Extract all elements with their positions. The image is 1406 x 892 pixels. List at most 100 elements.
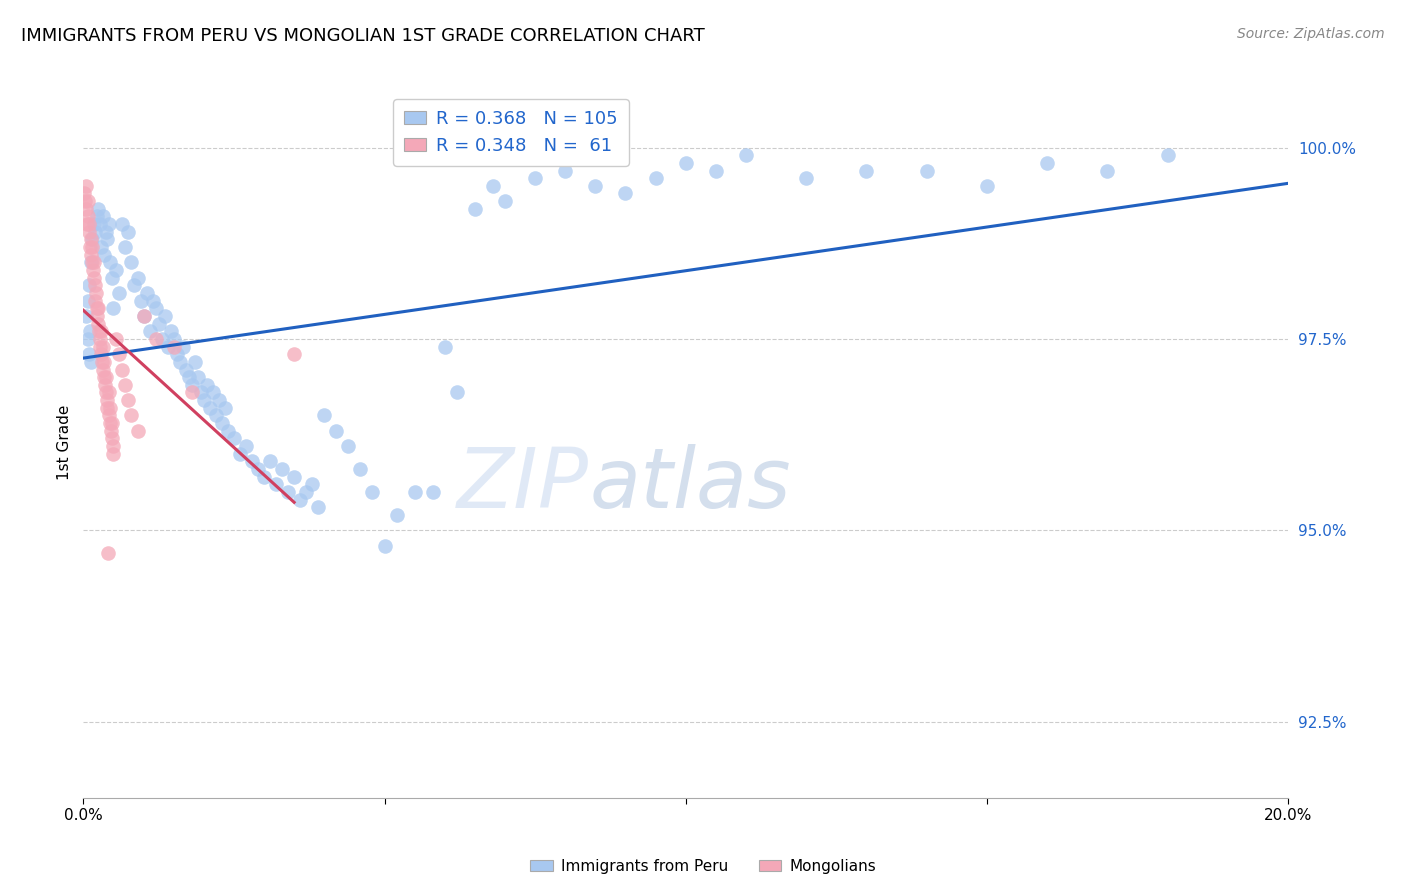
Point [482,178,505,193]
Point [193,393,215,408]
Point [75,194,97,209]
Point [96,393,118,408]
Point [79,255,101,269]
Point [97,546,120,560]
Point [222,431,245,445]
Point [121,409,143,423]
Point [187,370,209,384]
Point [83,255,105,269]
Point [82,240,104,254]
Point [524,171,547,186]
Point [373,539,395,553]
Point [90,240,112,254]
Point [169,355,191,369]
Point [83,270,105,285]
Point [385,508,408,522]
Point [79,324,101,338]
Point [264,477,287,491]
Point [1097,163,1119,178]
Point [337,439,360,453]
Point [163,340,186,354]
Point [153,309,176,323]
Point [90,324,112,338]
Point [83,278,105,293]
Point [855,163,877,178]
Point [433,340,456,354]
Point [114,377,136,392]
Point [190,385,212,400]
Point [174,362,197,376]
Point [127,424,149,438]
Point [314,409,336,423]
Point [97,385,120,400]
Point [159,324,181,338]
Point [84,285,107,300]
Point [91,210,114,224]
Point [205,409,228,423]
Point [198,401,221,415]
Point [103,447,125,461]
Point [75,202,97,216]
Point [132,309,155,323]
Point [349,462,371,476]
Point [86,301,108,316]
Point [76,217,98,231]
Point [325,424,347,438]
Point [295,485,318,500]
Point [80,355,103,369]
Point [82,232,104,246]
Point [80,248,103,262]
Text: Source: ZipAtlas.com: Source: ZipAtlas.com [1237,27,1385,41]
Point [253,469,276,483]
Point [100,401,122,415]
Point [235,439,257,453]
Point [301,477,323,491]
Point [93,355,115,369]
Point [96,225,118,239]
Point [86,210,108,224]
Point [84,293,107,308]
Point [184,355,207,369]
Point [121,255,143,269]
Point [117,393,139,408]
Point [124,278,146,293]
Point [105,263,128,277]
Point [117,225,139,239]
Text: IMMIGRANTS FROM PERU VS MONGOLIAN 1ST GRADE CORRELATION CHART: IMMIGRANTS FROM PERU VS MONGOLIAN 1ST GR… [21,27,704,45]
Point [76,194,98,209]
Point [201,385,224,400]
Point [93,370,115,384]
Point [794,171,817,186]
Point [91,355,114,369]
Point [86,309,108,323]
Point [735,148,758,162]
Point [91,362,114,376]
Point [90,347,112,361]
Point [77,210,100,224]
Point [127,270,149,285]
Point [75,309,97,323]
Point [177,370,200,384]
Point [583,178,606,193]
Point [97,217,120,231]
Point [283,347,305,361]
Point [915,163,938,178]
Point [89,332,111,346]
Point [94,377,117,392]
Point [404,485,426,500]
Point [79,278,101,293]
Point [150,332,173,346]
Point [103,301,125,316]
Point [195,377,218,392]
Point [87,324,110,338]
Point [108,347,131,361]
Point [98,416,121,430]
Point [83,217,105,231]
Point [80,255,103,269]
Point [180,377,202,392]
Point [89,340,111,354]
Point [464,202,486,216]
Point [1156,148,1178,162]
Point [277,485,299,500]
Point [96,232,118,246]
